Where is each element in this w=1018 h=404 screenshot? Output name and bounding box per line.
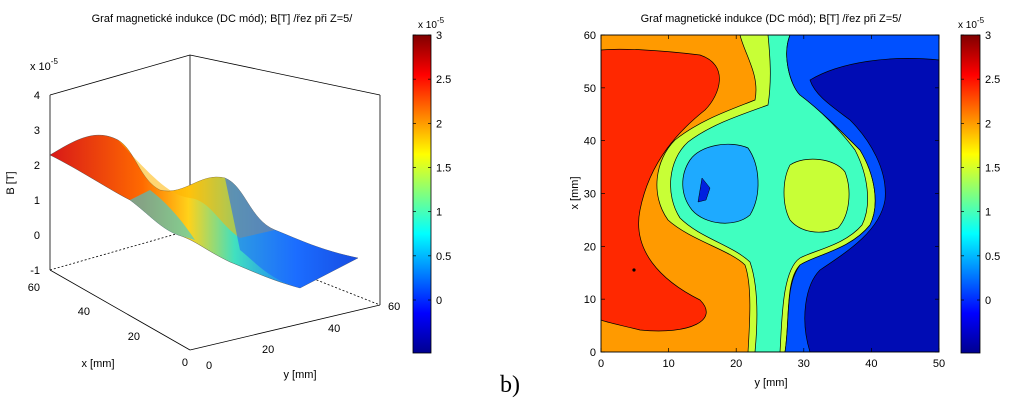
colorbar-tick-label: 3 [436, 30, 442, 42]
x-tick-label: 60 [28, 282, 40, 294]
y-tick-label: 60 [388, 301, 400, 313]
colorbar-tick-label: 1.5 [985, 163, 1000, 175]
colorbar-tick-label: 0 [436, 295, 442, 307]
x-tick-label: 0 [598, 358, 604, 370]
y-tick-label: 60 [584, 30, 596, 42]
x-tick-label: 10 [662, 358, 674, 370]
right-y-ticks: 0 10 20 30 40 50 60 [584, 30, 939, 359]
z-tick-label: 1 [34, 195, 40, 207]
colorbar-tick-label: 1 [436, 207, 442, 219]
left-x-axis: 60 40 20 0 x [mm] [28, 282, 188, 370]
x-axis-label: x [mm] [82, 358, 115, 370]
contour-region [682, 143, 759, 224]
x-tick-label: 20 [730, 358, 742, 370]
right-y-axis-label: x [mm] [569, 177, 581, 210]
x-tick-label: 40 [865, 358, 877, 370]
left-3d-box [49, 54, 381, 351]
right-colorbar-exponent: x 10-5 [958, 16, 985, 31]
panel-label-b: b) [500, 372, 520, 398]
left-y-axis: 0 20 40 60 y [mm] [206, 301, 400, 381]
colorbar-tick-label: 2 [985, 118, 991, 130]
colorbar-tick-label: 2 [436, 118, 442, 130]
contour-region [783, 158, 850, 233]
y-tick-label: 10 [584, 294, 596, 306]
z-axis-label: B [T] [5, 171, 17, 194]
right-colorbar: x 10-5 0 0.5 1 1.5 2 2.5 3 [958, 16, 1000, 354]
colorbar-tick-label: 0 [985, 295, 991, 307]
left-colorbar: x 10-5 0 0.5 1 1.5 2 2.5 3 [412, 16, 451, 354]
left-colorbar-bar [412, 34, 432, 354]
x-tick-label: 50 [933, 358, 945, 370]
z-tick-label: -1 [30, 265, 40, 277]
right-chart-title: Graf magnetické indukce (DC mód); B[T] /… [641, 13, 903, 25]
z-tick-label: 0 [34, 230, 40, 242]
right-x-axis-label: y [mm] [755, 377, 788, 389]
right-colorbar-bar [960, 34, 981, 354]
y-tick-label: 30 [584, 189, 596, 201]
x-tick-label: 30 [798, 358, 810, 370]
contour-region [804, 58, 939, 352]
right-contour-area [601, 35, 939, 352]
y-tick-label: 40 [584, 136, 596, 148]
colorbar-tick-label: 3 [985, 30, 991, 42]
z-tick-label: 3 [34, 125, 40, 137]
colorbar-tick-label: 1 [985, 207, 991, 219]
contour-region [601, 48, 720, 332]
x-tick-label: 20 [128, 331, 140, 343]
y-axis-label: y [mm] [284, 369, 317, 381]
left-z-axis: 4 3 2 1 0 -1 x 10-5 B [T] [5, 57, 58, 277]
right-x-ticks: 0 10 20 30 40 50 [598, 35, 945, 370]
colorbar-tick-label: 2.5 [436, 74, 451, 86]
contour-region [670, 35, 868, 352]
y-tick-label: 0 [590, 347, 596, 359]
z-tick-label: 4 [34, 90, 40, 102]
y-tick-label: 20 [262, 344, 274, 356]
left-chart-title: Graf magnetické indukce (DC mód); B[T] /… [92, 13, 354, 25]
colorbar-tick-label: 0.5 [436, 251, 451, 263]
y-tick-label: 40 [328, 323, 340, 335]
y-tick-label: 50 [584, 83, 596, 95]
z-tick-label: 2 [34, 160, 40, 172]
y-tick-label: 0 [206, 360, 212, 372]
left-colorbar-exponent: x 10-5 [418, 16, 445, 31]
y-tick-label: 20 [584, 241, 596, 253]
x-tick-label: 40 [78, 306, 90, 318]
x-tick-label: 0 [182, 357, 188, 369]
colorbar-tick-label: 2.5 [985, 74, 1000, 86]
colorbar-tick-label: 1.5 [436, 163, 451, 175]
contour-region [697, 177, 711, 203]
left-surface [49, 135, 359, 289]
colorbar-tick-label: 0.5 [985, 251, 1000, 263]
z-exponent: x 10-5 [30, 57, 58, 73]
